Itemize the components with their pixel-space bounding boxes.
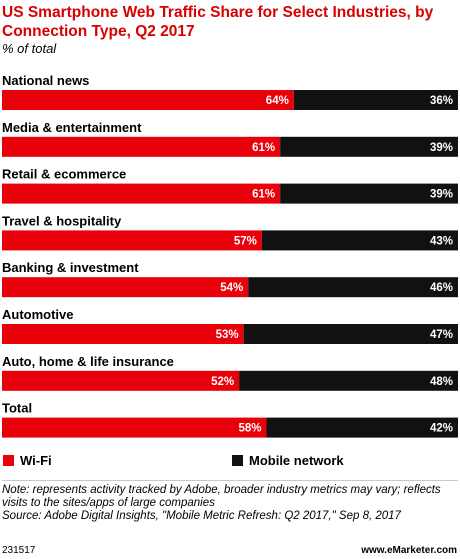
bar-mobile-network-national-news <box>293 90 458 110</box>
value-label-wi-fi-media-entertainment: 61% <box>252 142 275 154</box>
value-label-mobile-network-national-news: 36% <box>430 95 453 107</box>
value-label-mobile-network-banking-investment: 46% <box>430 282 453 294</box>
value-label-mobile-network-total: 42% <box>430 423 453 435</box>
value-label-mobile-network-travel-hospitality: 43% <box>430 235 453 247</box>
bar-mobile-network-auto-home-life-insurance <box>239 370 458 391</box>
category-label-national-news: National news <box>2 73 89 88</box>
note-text: Note: represents activity tracked by Ado… <box>2 484 441 509</box>
value-label-wi-fi-total: 58% <box>238 423 261 435</box>
value-label-wi-fi-travel-hospitality: 57% <box>234 235 257 247</box>
chart-subtitle: % of total <box>2 41 57 56</box>
chart-notes: Note: represents activity tracked by Ado… <box>2 484 458 523</box>
chart-id: 231517 <box>2 545 36 556</box>
category-label-banking-investment: Banking & investment <box>2 260 139 275</box>
category-label-automotive: Automotive <box>2 307 74 322</box>
legend-swatch-mobile <box>232 455 243 466</box>
bar-mobile-network-media-entertainment <box>280 136 458 157</box>
bar-wi-fi-national-news <box>2 90 294 110</box>
bar-mobile-network-total <box>266 417 458 438</box>
bar-mobile-network-travel-hospitality <box>261 230 458 251</box>
category-label-retail-ecommerce: Retail & ecommerce <box>2 167 126 182</box>
bar-wi-fi-total <box>2 417 267 438</box>
legend-item-mobile: Mobile network <box>232 453 344 468</box>
legend-item-wifi: Wi-Fi <box>3 453 52 468</box>
bar-wi-fi-banking-investment <box>2 277 249 298</box>
legend-label-mobile: Mobile network <box>249 453 344 468</box>
legend-swatch-wifi <box>3 455 14 466</box>
value-label-wi-fi-banking-investment: 54% <box>220 282 243 294</box>
bar-wi-fi-travel-hospitality <box>2 230 262 251</box>
bar-mobile-network-automotive <box>243 324 458 344</box>
category-label-total: Total <box>2 401 32 416</box>
value-label-mobile-network-automotive: 47% <box>430 329 453 341</box>
footer-divider <box>2 480 458 481</box>
bar-wi-fi-media-entertainment <box>2 136 281 157</box>
source-text: Source: Adobe Digital Insights, "Mobile … <box>2 510 401 522</box>
stacked-bar-chart: National news 64% 36% Media & entertainment… <box>2 73 458 438</box>
value-label-wi-fi-automotive: 53% <box>216 329 239 341</box>
bar-mobile-network-banking-investment <box>248 277 458 298</box>
category-label-media-entertainment: Media & entertainment <box>2 120 142 135</box>
category-label-travel-hospitality: Travel & hospitality <box>2 213 122 228</box>
category-label-auto-home-life-insurance: Auto, home & life insurance <box>2 354 174 369</box>
bar-wi-fi-automotive <box>2 324 244 344</box>
value-label-mobile-network-media-entertainment: 39% <box>430 142 453 154</box>
value-label-mobile-network-auto-home-life-insurance: 48% <box>430 376 453 388</box>
legend-label-wifi: Wi-Fi <box>20 453 52 468</box>
value-label-wi-fi-retail-ecommerce: 61% <box>252 189 275 201</box>
value-label-wi-fi-auto-home-life-insurance: 52% <box>211 376 234 388</box>
value-label-mobile-network-retail-ecommerce: 39% <box>430 189 453 201</box>
brand-link[interactable]: www.eMarketer.com <box>361 545 457 556</box>
bar-mobile-network-retail-ecommerce <box>280 183 458 204</box>
bar-wi-fi-auto-home-life-insurance <box>2 370 240 391</box>
value-label-wi-fi-national-news: 64% <box>266 95 289 107</box>
chart-title: US Smartphone Web Traffic Share for Sele… <box>2 4 434 40</box>
bar-wi-fi-retail-ecommerce <box>2 183 281 204</box>
